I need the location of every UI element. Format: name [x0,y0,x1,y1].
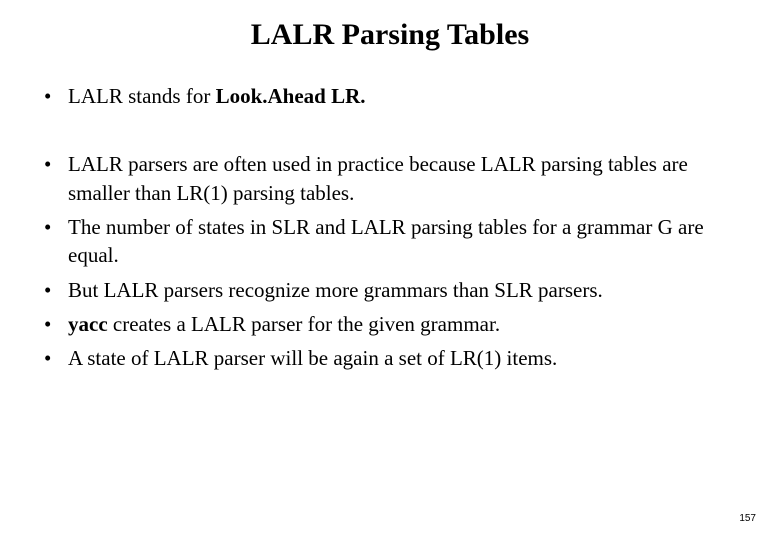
bullet-item: The number of states in SLR and LALR par… [40,213,750,270]
bullet-text-pre: But LALR parsers recognize more grammars… [68,278,603,302]
slide-title: LALR Parsing Tables [30,18,750,52]
bullet-item: LALR stands for Look.Ahead LR. [40,82,750,110]
bullet-item: A state of LALR parser will be again a s… [40,344,750,372]
bullet-text-pre: LALR stands for [68,84,216,108]
bullet-item: yacc creates a LALR parser for the given… [40,310,750,338]
page-number: 157 [739,513,756,524]
spacer [30,116,750,150]
slide-container: LALR Parsing Tables LALR stands for Look… [0,0,780,540]
bullet-text-post: creates a LALR parser for the given gram… [108,312,500,336]
bullet-list-top: LALR stands for Look.Ahead LR. [40,82,750,110]
bullet-text-pre: LALR parsers are often used in practice … [68,152,688,204]
bullet-text-bold: yacc [68,312,108,336]
bullet-text-pre: The number of states in SLR and LALR par… [68,215,704,267]
bullet-item: But LALR parsers recognize more grammars… [40,276,750,304]
bullet-text-bold: Look.Ahead LR. [216,84,366,108]
bullet-item: LALR parsers are often used in practice … [40,150,750,207]
bullet-text-pre: A state of LALR parser will be again a s… [68,346,557,370]
bullet-list-main: LALR parsers are often used in practice … [40,150,750,372]
